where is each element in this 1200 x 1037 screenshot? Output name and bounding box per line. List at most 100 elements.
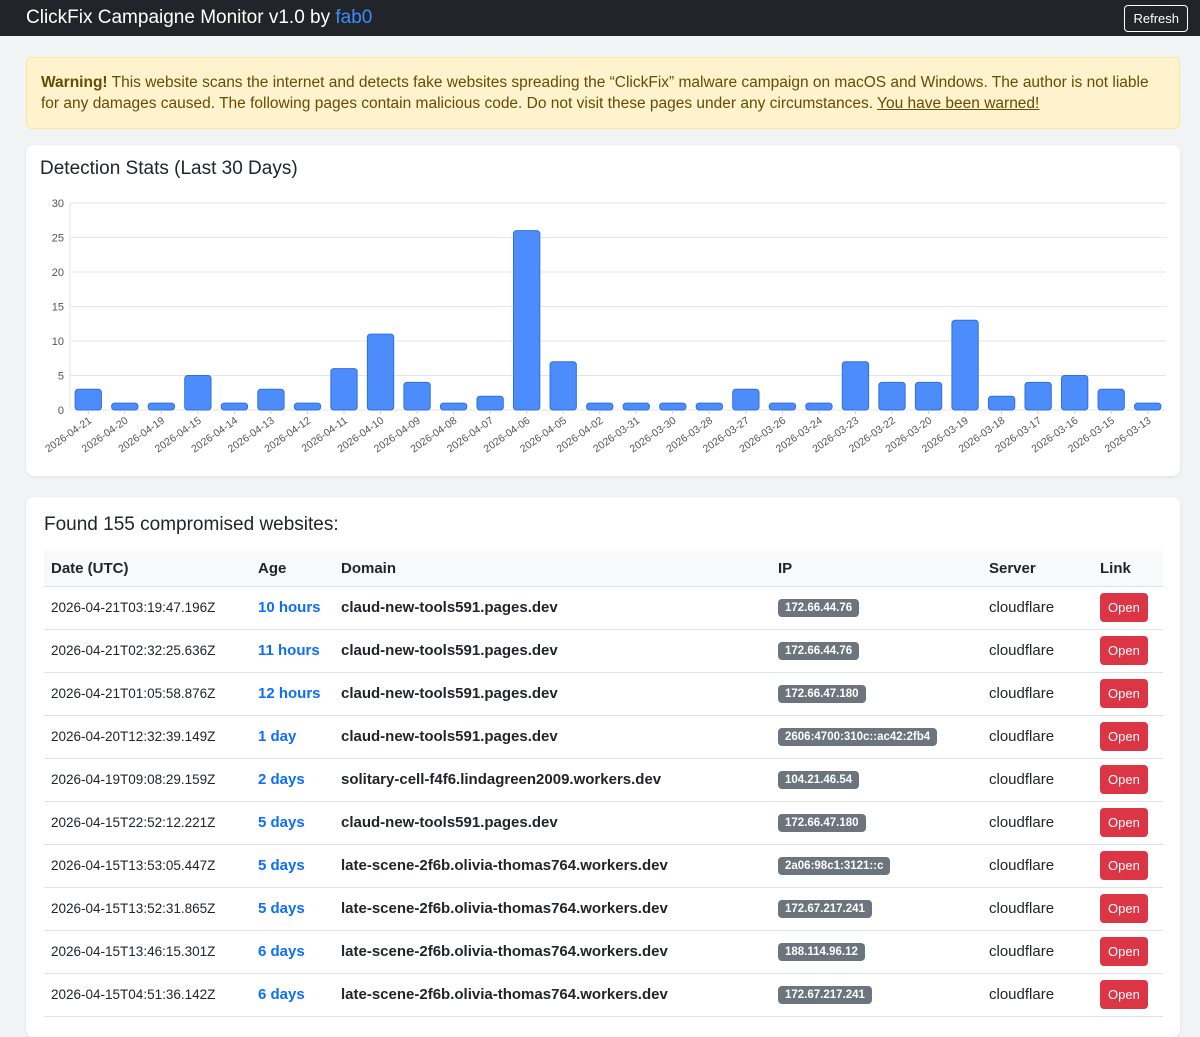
app-title: ClickFix Campaigne Monitor v1.0 by fab0 [26, 7, 372, 29]
refresh-button[interactable]: Refresh [1124, 4, 1188, 32]
ip-badge: 104.21.46.54 [778, 770, 860, 789]
open-button[interactable]: Open [1100, 851, 1148, 880]
y-tick-label: 5 [58, 371, 64, 383]
row-domain: claud-new-tools591.pages.dev [334, 629, 771, 673]
bar [586, 402, 614, 411]
bar [841, 361, 870, 411]
row-ip: 172.66.44.76 [771, 629, 982, 673]
y-tick-label: 10 [52, 336, 64, 348]
open-button[interactable]: Open [1100, 765, 1148, 794]
row-server: cloudflare [982, 629, 1093, 673]
row-link: Open [1093, 844, 1163, 888]
bar [111, 402, 139, 411]
row-ip: 172.66.44.76 [771, 586, 982, 630]
row-ip: 2a06:98c1:3121::c [771, 844, 982, 888]
row-server: cloudflare [982, 715, 1093, 759]
bar [147, 402, 175, 411]
row-ip: 172.67.217.241 [771, 887, 982, 931]
ip-badge: 2606:4700:310c::ac42:2fb4 [778, 727, 938, 746]
ip-badge: 172.67.217.241 [778, 899, 872, 918]
y-tick-label: 15 [52, 302, 64, 314]
table-header-row: Date (UTC) Age Domain IP Server Link [44, 551, 1163, 587]
row-server: cloudflare [982, 973, 1093, 1017]
row-link: Open [1093, 629, 1163, 673]
detection-bar-chart: 0510152025302026-04-212026-04-202026-04-… [43, 198, 1166, 455]
row-date: 2026-04-19T09:08:29.159Z [44, 758, 251, 802]
row-date: 2026-04-15T22:52:12.221Z [44, 801, 251, 845]
ip-badge: 172.66.47.180 [778, 813, 866, 832]
row-domain: claud-new-tools591.pages.dev [334, 586, 771, 630]
bar [622, 402, 650, 411]
open-button[interactable]: Open [1100, 679, 1148, 708]
row-domain: claud-new-tools591.pages.dev [334, 672, 771, 716]
bar [476, 395, 504, 411]
open-button[interactable]: Open [1100, 808, 1148, 837]
row-domain: late-scene-2f6b.olivia-thomas764.workers… [334, 887, 771, 931]
stats-title: Detection Stats (Last 30 Days) [40, 158, 298, 179]
bar [184, 375, 212, 411]
row-link: Open [1093, 801, 1163, 845]
bar [330, 368, 358, 411]
open-button[interactable]: Open [1100, 636, 1148, 665]
row-age: 10 hours [251, 586, 334, 630]
bar [1024, 381, 1052, 411]
row-link: Open [1093, 586, 1163, 630]
author-link[interactable]: fab0 [335, 7, 373, 28]
bar [513, 230, 541, 411]
row-date: 2026-04-20T12:32:39.149Z [44, 715, 251, 759]
list-title: Found 155 compromised websites: [44, 514, 339, 535]
warning-alert: Warning! This website scans the internet… [26, 57, 1180, 129]
open-button[interactable]: Open [1100, 937, 1148, 966]
row-age: 5 days [251, 801, 334, 845]
table-row: 2026-04-21T01:05:58.876Z 12 hours claud-ne… [44, 672, 1163, 716]
bar [1097, 388, 1125, 411]
row-age: 6 days [251, 973, 334, 1017]
websites-card: Found 155 compromised websites: Date (UT… [26, 497, 1180, 1037]
table-row: 2026-04-15T13:53:05.447Z 5 days late-scene… [44, 844, 1163, 888]
col-ip: IP [771, 551, 982, 587]
col-date: Date (UTC) [44, 551, 251, 587]
row-age: 5 days [251, 844, 334, 888]
row-link: Open [1093, 715, 1163, 759]
row-date: 2026-04-15T13:52:31.865Z [44, 887, 251, 931]
row-link: Open [1093, 887, 1163, 931]
ip-badge: 172.66.44.76 [778, 598, 860, 617]
bar [659, 402, 687, 411]
open-button[interactable]: Open [1100, 894, 1148, 923]
row-ip: 172.66.47.180 [771, 801, 982, 845]
row-server: cloudflare [982, 887, 1093, 931]
table-row: 2026-04-21T03:19:47.196Z 10 hours claud-ne… [44, 586, 1163, 630]
row-server: cloudflare [982, 672, 1093, 716]
open-button[interactable]: Open [1100, 980, 1148, 1009]
ip-badge: 172.66.47.180 [778, 684, 866, 703]
bar [914, 381, 943, 411]
ip-badge: 2a06:98c1:3121::c [778, 856, 891, 875]
col-domain: Domain [334, 551, 771, 587]
row-age: 12 hours [251, 672, 334, 716]
row-ip: 104.21.46.54 [771, 758, 982, 802]
table-row: 2026-04-20T12:32:39.149Z 1 day claud-new-t… [44, 715, 1163, 759]
col-link: Link [1093, 551, 1163, 587]
row-domain: claud-new-tools591.pages.dev [334, 715, 771, 759]
bar [878, 381, 906, 411]
row-server: cloudflare [982, 586, 1093, 630]
bar [951, 319, 979, 411]
bar [768, 402, 797, 411]
row-server: cloudflare [982, 801, 1093, 845]
warning-link[interactable]: You have been warned! [877, 95, 1040, 112]
row-date: 2026-04-15T04:51:36.142Z [44, 973, 251, 1017]
row-age: 11 hours [251, 629, 334, 673]
row-domain: solitary-cell-f4f6.lindagreen2009.worker… [334, 758, 771, 802]
row-domain: late-scene-2f6b.olivia-thomas764.workers… [334, 973, 771, 1017]
bar [74, 388, 102, 411]
open-button[interactable]: Open [1100, 593, 1148, 622]
y-tick-label: 0 [58, 405, 64, 417]
bar [1061, 375, 1089, 411]
row-domain: claud-new-tools591.pages.dev [334, 801, 771, 845]
open-button[interactable]: Open [1100, 722, 1148, 751]
table-row: 2026-04-15T13:52:31.865Z 5 days late-scene… [44, 887, 1163, 931]
row-link: Open [1093, 973, 1163, 1017]
row-ip: 2606:4700:310c::ac42:2fb4 [771, 715, 982, 759]
bar [805, 402, 833, 411]
bar [987, 395, 1016, 411]
